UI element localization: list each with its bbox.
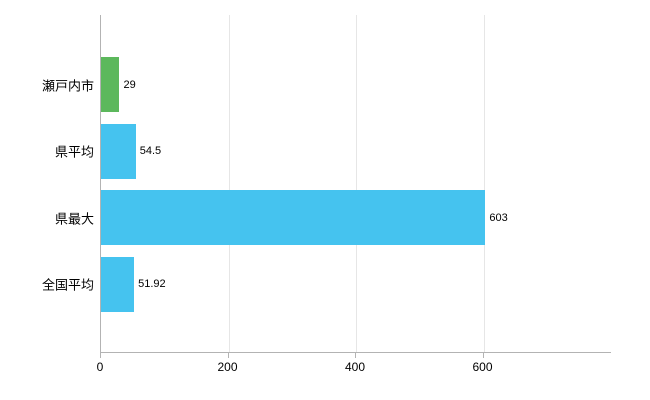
bar-瀬戸内市: [101, 57, 120, 112]
bar-県平均: [101, 123, 136, 179]
x-tick-mark-400: [355, 353, 356, 358]
x-tick-label: 200: [217, 360, 238, 374]
gridline-200: [228, 15, 230, 352]
bar-value-label: 51.92: [138, 278, 166, 290]
gridline-600: [483, 15, 485, 352]
x-tick-mark-200: [227, 353, 229, 358]
gridline-400: [356, 15, 357, 352]
category-label-県平均: 県平均: [54, 144, 94, 160]
x-tick-label: 400: [344, 360, 366, 374]
x-tick-label: 600: [472, 360, 493, 374]
category-label-全国平均: 全国平均: [41, 277, 94, 293]
x-tick-mark-0: [100, 353, 101, 358]
category-label-県最大: 県最大: [54, 211, 94, 226]
bar-県最大: [101, 190, 486, 245]
x-tick-mark-600: [482, 353, 484, 358]
category-label-瀬戸内市: 瀬戸内市: [41, 78, 94, 93]
bar-value-label: 29: [123, 78, 136, 91]
bar-全国平均: [101, 256, 135, 312]
x-tick-label: 0: [96, 360, 104, 374]
bar-value-label: 54.5: [139, 145, 162, 157]
bar-value-label: 603: [489, 211, 508, 224]
plot-area: [100, 15, 611, 353]
